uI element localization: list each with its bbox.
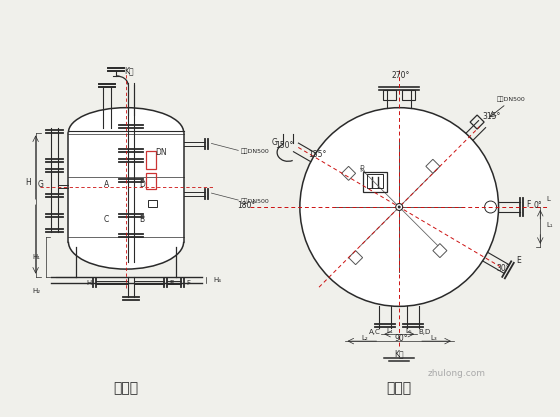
Text: K向: K向 xyxy=(124,66,134,75)
Text: H₄: H₄ xyxy=(213,277,221,283)
Text: B,D: B,D xyxy=(418,329,430,335)
Text: F: F xyxy=(526,199,530,208)
Text: L₂: L₂ xyxy=(361,335,368,341)
Circle shape xyxy=(398,206,401,208)
Text: DN: DN xyxy=(155,148,167,157)
Bar xyxy=(146,173,156,189)
Text: 270°: 270° xyxy=(392,71,410,80)
Text: 30°: 30° xyxy=(496,264,510,273)
Bar xyxy=(426,159,440,173)
Text: R: R xyxy=(359,165,364,174)
Text: 俯视图: 俯视图 xyxy=(386,381,412,395)
Text: L: L xyxy=(546,196,550,202)
Bar xyxy=(363,173,386,192)
Text: C: C xyxy=(104,216,109,224)
Text: 150°: 150° xyxy=(275,141,293,150)
Text: L₄: L₄ xyxy=(386,328,393,334)
Text: 90°: 90° xyxy=(394,334,408,343)
Text: L₃: L₃ xyxy=(431,335,437,341)
Text: 入孔DN500: 入孔DN500 xyxy=(240,198,269,204)
Bar xyxy=(433,244,447,258)
Text: 0°: 0° xyxy=(533,201,542,209)
Text: H₁: H₁ xyxy=(32,254,41,260)
Text: 立面图: 立面图 xyxy=(114,381,138,395)
Text: H: H xyxy=(25,178,31,187)
Text: K向: K向 xyxy=(394,349,404,359)
Text: H: H xyxy=(87,279,92,286)
Text: L₅: L₅ xyxy=(406,328,413,334)
Text: 入孔DN500: 入孔DN500 xyxy=(497,96,525,102)
Bar xyxy=(342,166,356,181)
Text: A: A xyxy=(104,180,109,188)
Text: E: E xyxy=(516,256,521,265)
Bar xyxy=(146,151,156,169)
Text: 180°: 180° xyxy=(237,201,255,209)
Text: L₁: L₁ xyxy=(546,222,553,228)
Ellipse shape xyxy=(68,108,184,157)
Bar xyxy=(148,200,157,207)
Circle shape xyxy=(396,203,403,211)
Text: E: E xyxy=(170,279,174,286)
Text: G: G xyxy=(38,180,44,188)
Text: 315°: 315° xyxy=(482,113,501,121)
Text: A,C: A,C xyxy=(368,329,380,335)
Circle shape xyxy=(300,108,498,306)
Bar xyxy=(367,174,382,188)
Text: 135°: 135° xyxy=(308,150,326,159)
Text: H₂: H₂ xyxy=(32,289,41,294)
Bar xyxy=(402,90,415,100)
Ellipse shape xyxy=(68,214,184,269)
Text: 入孔DN500: 入孔DN500 xyxy=(240,148,269,154)
Bar xyxy=(348,251,363,265)
Bar xyxy=(470,115,484,129)
Text: D: D xyxy=(139,180,145,188)
Bar xyxy=(383,90,396,100)
Text: zhulong.com: zhulong.com xyxy=(428,369,486,378)
Text: F: F xyxy=(186,279,190,286)
Text: G: G xyxy=(271,138,277,147)
Bar xyxy=(68,133,184,242)
Text: B: B xyxy=(139,216,144,224)
